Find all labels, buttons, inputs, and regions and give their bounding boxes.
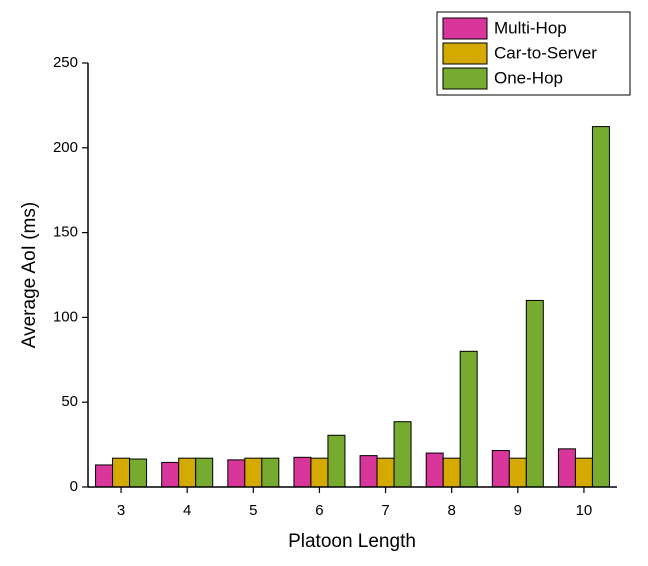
y-axis-label: Average AoI (ms) bbox=[19, 202, 40, 348]
bar bbox=[112, 457, 131, 488]
bar bbox=[129, 458, 148, 488]
bar bbox=[591, 126, 610, 488]
bar bbox=[244, 457, 263, 488]
bar bbox=[557, 448, 576, 488]
legend-swatch bbox=[442, 67, 488, 90]
legend-label: Car-to-Server bbox=[494, 43, 597, 62]
y-tick-label: 0 bbox=[70, 478, 78, 495]
bar bbox=[227, 459, 246, 488]
bar bbox=[491, 450, 510, 488]
legend-swatch bbox=[442, 17, 488, 40]
bar bbox=[310, 457, 329, 488]
y-tick-label: 250 bbox=[53, 54, 78, 71]
bar bbox=[178, 457, 197, 488]
bar bbox=[195, 457, 214, 488]
legend-label: Multi-Hop bbox=[494, 18, 567, 37]
bar bbox=[442, 457, 461, 488]
x-tick-label: 5 bbox=[249, 502, 257, 519]
y-tick-label: 50 bbox=[61, 393, 78, 410]
bar bbox=[95, 464, 114, 488]
bar bbox=[393, 421, 412, 488]
bar bbox=[327, 434, 346, 488]
legend-label: One-Hop bbox=[494, 68, 563, 87]
bar bbox=[376, 457, 395, 488]
bar bbox=[161, 461, 180, 488]
y-tick-label: 100 bbox=[53, 308, 78, 325]
x-tick-label: 6 bbox=[315, 502, 323, 519]
x-axis-label: Platoon Length bbox=[288, 531, 416, 552]
x-tick-label: 7 bbox=[381, 502, 389, 519]
bar bbox=[261, 457, 280, 488]
bar bbox=[459, 350, 478, 488]
x-tick-label: 3 bbox=[117, 502, 125, 519]
bar bbox=[508, 457, 527, 488]
bar bbox=[525, 299, 544, 488]
bar bbox=[574, 457, 593, 488]
x-tick-label: 4 bbox=[183, 502, 191, 519]
y-tick-label: 200 bbox=[53, 139, 78, 156]
bar bbox=[293, 456, 312, 488]
x-tick-label: 8 bbox=[448, 502, 456, 519]
y-tick-label: 150 bbox=[53, 224, 78, 241]
bar bbox=[425, 452, 444, 488]
bar bbox=[359, 455, 378, 488]
x-tick-label: 9 bbox=[514, 502, 522, 519]
x-tick-label: 10 bbox=[576, 502, 593, 519]
legend-swatch bbox=[442, 42, 488, 65]
